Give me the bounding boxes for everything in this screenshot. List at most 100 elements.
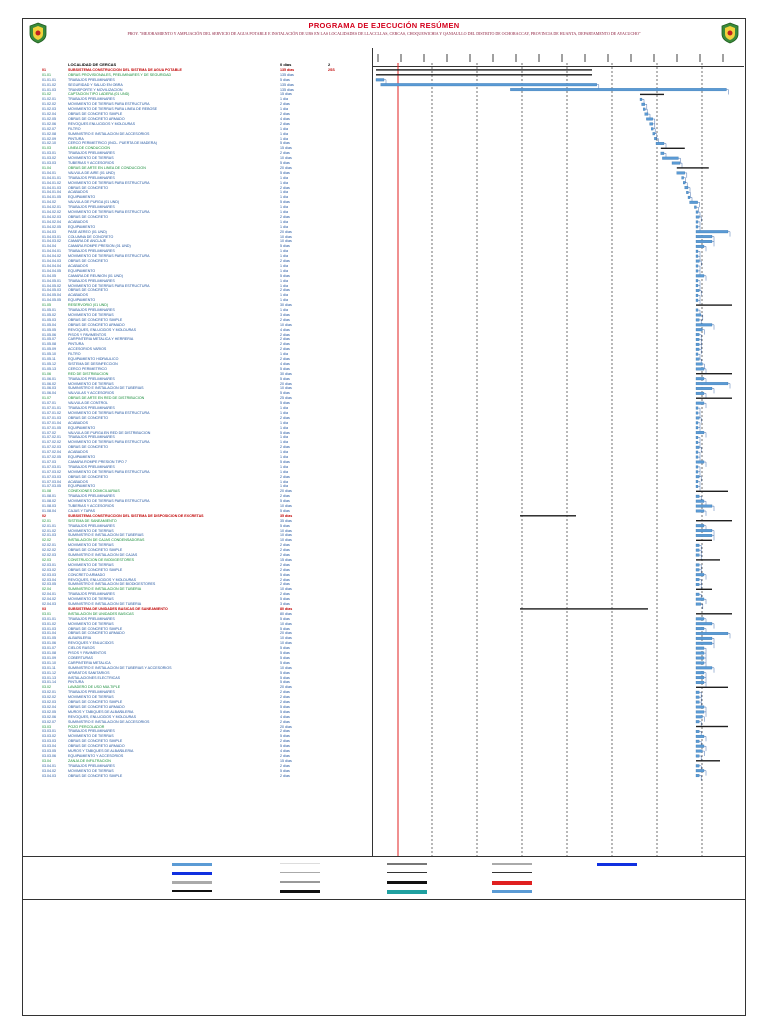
table-row[interactable]: 01.05 RESERVORIO (01 UND) 30 días: [22, 303, 372, 308]
table-row[interactable]: 01.02.08 SUMINISTRO E INSTALACION DE ACCE…: [22, 132, 372, 137]
table-row[interactable]: 01.05.10 FILTRO 1 día: [22, 352, 372, 357]
table-row[interactable]: 01.04.01.05 EQUIPAMIENTO 1 día: [22, 195, 372, 200]
table-row[interactable]: 01.04.04.03 OBRAS DE CONCRETO 2 días: [22, 259, 372, 264]
table-row[interactable]: 01.07.03.05 EQUIPAMIENTO 1 día: [22, 484, 372, 489]
table-row[interactable]: 03.03.03 OBRAS DE CONCRETO SIMPLE 2 días: [22, 739, 372, 744]
table-row[interactable]: 01.08.03 TUBERIAS Y ACCESORIOS 10 días: [22, 504, 372, 509]
table-row[interactable]: 01.01.01 TRABAJOS PRELIMINARES 5 días: [22, 78, 372, 83]
table-row[interactable]: 01.02.02 MOVIMIENTO DE TIERRAS PARA ESTRU…: [22, 102, 372, 107]
table-row[interactable]: 01.01.03 TRANSPORTE Y MOVILIZACION 135 día…: [22, 88, 372, 93]
table-row[interactable]: 01.04.04.02 MOVIMIENTO DE TIERRAS PARA ES…: [22, 254, 372, 259]
table-row[interactable]: 01.06.02 MOVIMIENTO DE TIERRAS 20 días: [22, 382, 372, 387]
table-row[interactable]: 03.02.04 OBRAS DE CONCRETO ARMADO 5 días: [22, 705, 372, 710]
table-row[interactable]: 02.03.04 REVOQUES, ENLUCIDOS Y MOLDURAS 2 …: [22, 578, 372, 583]
table-row[interactable]: 02.02.02 OBRAS DE CONCRETO SIMPLE 2 días: [22, 548, 372, 553]
table-row[interactable]: 02.04.03 SUMINISTRO E INSTALACION DE TUBE…: [22, 602, 372, 607]
table-row[interactable]: 01.02 CAPTACION TIPO LADERA (01 UND) 15 dí…: [22, 92, 372, 97]
table-row[interactable]: 01.07.02.02 MOVIMIENTO DE TIERRAS PARA ES…: [22, 440, 372, 445]
table-row[interactable]: 01.05.08 PINTURA 2 días: [22, 342, 372, 347]
table-row[interactable]: 03.01.10 CARPINTERIA METALICA 5 días: [22, 661, 372, 666]
table-row[interactable]: 03.04.01 TRABAJOS PRELIMINARES 2 días: [22, 764, 372, 769]
table-row[interactable]: 02.01.03 SUMINISTRO E INSTALACION DE TUBE…: [22, 533, 372, 538]
table-row[interactable]: 03.02 LAVADERO DE USO MULTIPLE 20 días: [22, 685, 372, 690]
table-row[interactable]: 01.04.03.01 COLUMNA DE CONCRETO 10 días: [22, 235, 372, 240]
table-row[interactable]: 01.05.05 REVOQUES, ENLUCIDOS Y MOLDURAS 4 …: [22, 328, 372, 333]
table-row[interactable]: 03.01.13 INSTALACIONES ELECTRICAS 5 días: [22, 676, 372, 681]
table-row[interactable]: 01.07.02.01 TRABAJOS PRELIMINARES 1 día: [22, 435, 372, 440]
table-row[interactable]: 03.04.02 MOVIMIENTO DE TIERRAS 5 días: [22, 769, 372, 774]
table-row[interactable]: 01.07.03.03 OBRAS DE CONCRETO 2 días: [22, 475, 372, 480]
table-row[interactable]: 02.01.02 MOVIMIENTO DE TIERRAS 10 días: [22, 529, 372, 534]
table-row[interactable]: 01.04.05.05 EQUIPAMIENTO 1 día: [22, 298, 372, 303]
table-row[interactable]: 01.01 OBRAS PROVISIONALES, PRELIMINARES Y…: [22, 73, 372, 78]
table-row[interactable]: 01.04.05.03 OBRAS DE CONCRETO 2 días: [22, 288, 372, 293]
table-row[interactable]: 02.02 INSTALACION DE CAJAS CONDENSADORAS 1…: [22, 538, 372, 543]
table-row[interactable]: 03.01.02 MOVIMIENTO DE TIERRAS 10 días: [22, 622, 372, 627]
table-row[interactable]: 02.01 SISTEMA DE SANEAMIENTO 35 días: [22, 519, 372, 524]
table-row[interactable]: 03.01 INSTALACION DE UNIDADES BASICAS 80 d…: [22, 612, 372, 617]
table-row[interactable]: 01.04.02.05 EQUIPAMIENTO 1 día: [22, 225, 372, 230]
table-row[interactable]: 01.04.04.05 EQUIPAMIENTO 1 día: [22, 269, 372, 274]
table-row[interactable]: 03.01.08 PISOS Y PAVIMENTOS 5 días: [22, 651, 372, 656]
table-row[interactable]: 01.07.02.05 EQUIPAMIENTO 1 día: [22, 455, 372, 460]
table-row[interactable]: 01.02.06 REVOQUES ENLUCIDOS Y MOLDURAS 2 d…: [22, 122, 372, 127]
table-row[interactable]: 01.06.04 VALVULAS Y ACCESORIOS 5 días: [22, 391, 372, 396]
table-row[interactable]: 01.04.02.03 OBRAS DE CONCRETO 2 días: [22, 215, 372, 220]
table-row[interactable]: 01.04.01.03 OBRAS DE CONCRETO 2 días: [22, 186, 372, 191]
table-row[interactable]: 01.08.04 CAJAS Y TAPAS 5 días: [22, 509, 372, 514]
table-row[interactable]: 01.07.01 VALVULA DE CONTROL 5 días: [22, 401, 372, 406]
table-row[interactable]: 01.07.02 VALVULA DE PURGA EN RED DE DISTR…: [22, 431, 372, 436]
table-row[interactable]: 03.03.05 MUROS Y TABIQUES DE ALBAÑILERIA 4…: [22, 749, 372, 754]
table-row[interactable]: 01.04.01 VALVULA DE AIRE (01 UND) 5 días: [22, 171, 372, 176]
table-row[interactable]: 03.01.12 APARATOS SANITARIOS 5 días: [22, 671, 372, 676]
table-row[interactable]: 02.04 SUMINISTRO E INSTALACION DE TUBERIA…: [22, 587, 372, 592]
table-row[interactable]: 01 SUBSISTEMA CONSTRUCCION DEL SISTEMA DE…: [22, 68, 372, 73]
table-row[interactable]: 01.04.02.01 TRABAJOS PRELIMINARES 1 día: [22, 205, 372, 210]
table-row[interactable]: 03.01.03 OBRAS DE CONCRETO SIMPLE 5 días: [22, 627, 372, 632]
table-row[interactable]: 01.04.01.02 MOVIMIENTO DE TIERRAS PARA ES…: [22, 181, 372, 186]
table-row[interactable]: 01.04.04 CAMARA ROMPE PRESION (01 UND) 5 d…: [22, 244, 372, 249]
table-row[interactable]: 02.01.01 TRABAJOS PRELIMINARES 5 días: [22, 524, 372, 529]
table-row[interactable]: 03.02.01 TRABAJOS PRELIMINARES 2 días: [22, 690, 372, 695]
table-row[interactable]: 01.08.02 MOVIMIENTO DE TIERRAS PARA ESTRU…: [22, 499, 372, 504]
table-row[interactable]: 01.05.06 PISOS Y PAVIMENTOS 2 días: [22, 333, 372, 338]
table-row[interactable]: 01.04.01.04 ACABADOS 1 día: [22, 190, 372, 195]
table-row[interactable]: 01.05.04 OBRAS DE CONCRETO ARMADO 10 días: [22, 323, 372, 328]
table-row[interactable]: 01.05.03 OBRAS DE CONCRETO SIMPLE 2 días: [22, 318, 372, 323]
table-row[interactable]: 01.02.09 PINTURA 1 día: [22, 137, 372, 142]
table-row[interactable]: 01.04.02.02 MOVIMIENTO DE TIERRAS PARA ES…: [22, 210, 372, 215]
table-row[interactable]: 01.02.10 CERCO PERIMETRICO (INCL. PUERTA …: [22, 141, 372, 146]
table-row[interactable]: 01.04.02 VALVULA DE PURGA (01 UND) 5 días: [22, 200, 372, 205]
table-row[interactable]: 01.07.01.04 ACABADOS 1 día: [22, 421, 372, 426]
table-row[interactable]: 02.03 CONSTRUCCION DE BIODIGESTORES 15 día…: [22, 558, 372, 563]
table-row[interactable]: 03.02.05 MUROS Y TABIQUES DE ALBAÑILERIA 5…: [22, 710, 372, 715]
table-row[interactable]: 02 SUBSISTEMA CONSTRUCCION DEL SISTEMA DE…: [22, 514, 372, 519]
table-row[interactable]: 03.01.01 TRABAJOS PRELIMINARES 5 días: [22, 617, 372, 622]
table-row[interactable]: 01.04.01.01 TRABAJOS PRELIMINARES 1 día: [22, 176, 372, 181]
table-row[interactable]: 01.04.05.01 TRABAJOS PRELIMINARES 1 día: [22, 279, 372, 284]
table-row[interactable]: 01.03.03 TUBERIAS Y ACCESORIOS 5 días: [22, 161, 372, 166]
table-row[interactable]: 01.04.04.01 TRABAJOS PRELIMINARES 1 día: [22, 249, 372, 254]
table-row[interactable]: 01.02.07 FILTRO 1 día: [22, 127, 372, 132]
table-row[interactable]: 03.04.03 OBRAS DE CONCRETO SIMPLE 2 días: [22, 774, 372, 779]
table-row[interactable]: 02.04.02 MOVIMIENTO DE TIERRAS 5 días: [22, 597, 372, 602]
table-row[interactable]: 03.01.09 COBERTURAS 5 días: [22, 656, 372, 661]
table-row[interactable]: 01.02.05 OBRAS DE CONCRETO ARMADO 4 días: [22, 117, 372, 122]
table-row[interactable]: 03.02.02 MOVIMIENTO DE TIERRAS 2 días: [22, 695, 372, 700]
table-row[interactable]: 03 SUBSISTEMA DE UNIDADES BASICAS DE SANE…: [22, 607, 372, 612]
table-row[interactable]: 01.08.01 TRABAJOS PRELIMINARES 2 días: [22, 494, 372, 499]
table-row[interactable]: 01.03.02 MOVIMIENTO DE TIERRAS 10 días: [22, 156, 372, 161]
table-row[interactable]: 01.04 OBRAS DE ARTE EN LINEA DE CONDUCCIO…: [22, 166, 372, 171]
table-row[interactable]: 01.03.01 TRABAJOS PRELIMINARES 2 días: [22, 151, 372, 156]
table-row[interactable]: 03.01.14 PINTURA 5 días: [22, 680, 372, 685]
table-row[interactable]: 03.03.02 MOVIMIENTO DE TIERRAS 5 días: [22, 734, 372, 739]
table-row[interactable]: 03.01.07 CIELOS RASOS 5 días: [22, 646, 372, 651]
table-row[interactable]: 01.07.01.05 EQUIPAMIENTO 1 día: [22, 426, 372, 431]
table-row[interactable]: 01.05.07 CARPINTERIA METALICA Y HERRERIA 2…: [22, 337, 372, 342]
table-row[interactable]: 01.04.05.04 ACABADOS 1 día: [22, 293, 372, 298]
table-row[interactable]: 01.06 RED DE DISTRIBUCION 30 días: [22, 372, 372, 377]
table-row[interactable]: 03.03.06 EQUIPAMIENTO Y ACCESORIOS 2 días: [22, 754, 372, 759]
table-row[interactable]: 01.06.01 TRABAJOS PRELIMINARES 5 días: [22, 377, 372, 382]
table-row[interactable]: 03.03 POZO PERCOLADOR 20 días: [22, 725, 372, 730]
table-row[interactable]: 02.02.01 MOVIMIENTO DE TIERRAS 2 días: [22, 543, 372, 548]
